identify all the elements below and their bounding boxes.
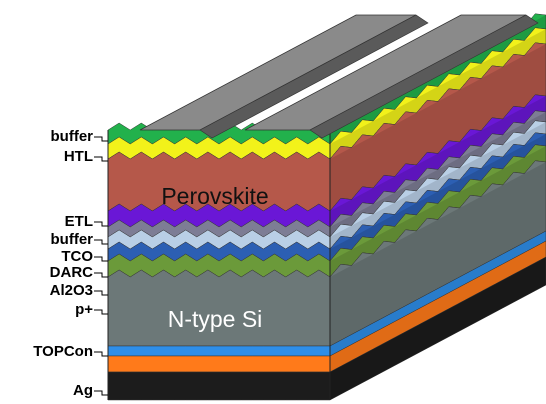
leader-line (94, 352, 108, 356)
leader-line (94, 273, 108, 277)
leader-line (94, 310, 108, 314)
side-label: TOPCon (33, 343, 93, 360)
side-label: p+ (75, 301, 93, 318)
side-label: Al2O3 (50, 282, 93, 299)
solar-cell-diagram: Perovskite N-type Si bufferHTLETLbufferT… (0, 0, 546, 404)
side-label: Ag (73, 382, 93, 399)
leader-line (94, 137, 108, 141)
leader-line (94, 240, 108, 244)
leader-line (94, 257, 108, 261)
side-label: TCO (61, 248, 93, 265)
perovskite-label: Perovskite (161, 183, 268, 209)
leader-line (94, 291, 108, 295)
silicon-label: N-type Si (168, 306, 263, 332)
side-label: buffer (51, 231, 94, 248)
side-label: DARC (50, 264, 93, 281)
leader-line (94, 157, 108, 161)
side-label: buffer (51, 128, 94, 145)
leader-line (94, 391, 108, 395)
leader-line (94, 222, 108, 226)
side-label: HTL (64, 148, 93, 165)
side-label: ETL (65, 213, 93, 230)
